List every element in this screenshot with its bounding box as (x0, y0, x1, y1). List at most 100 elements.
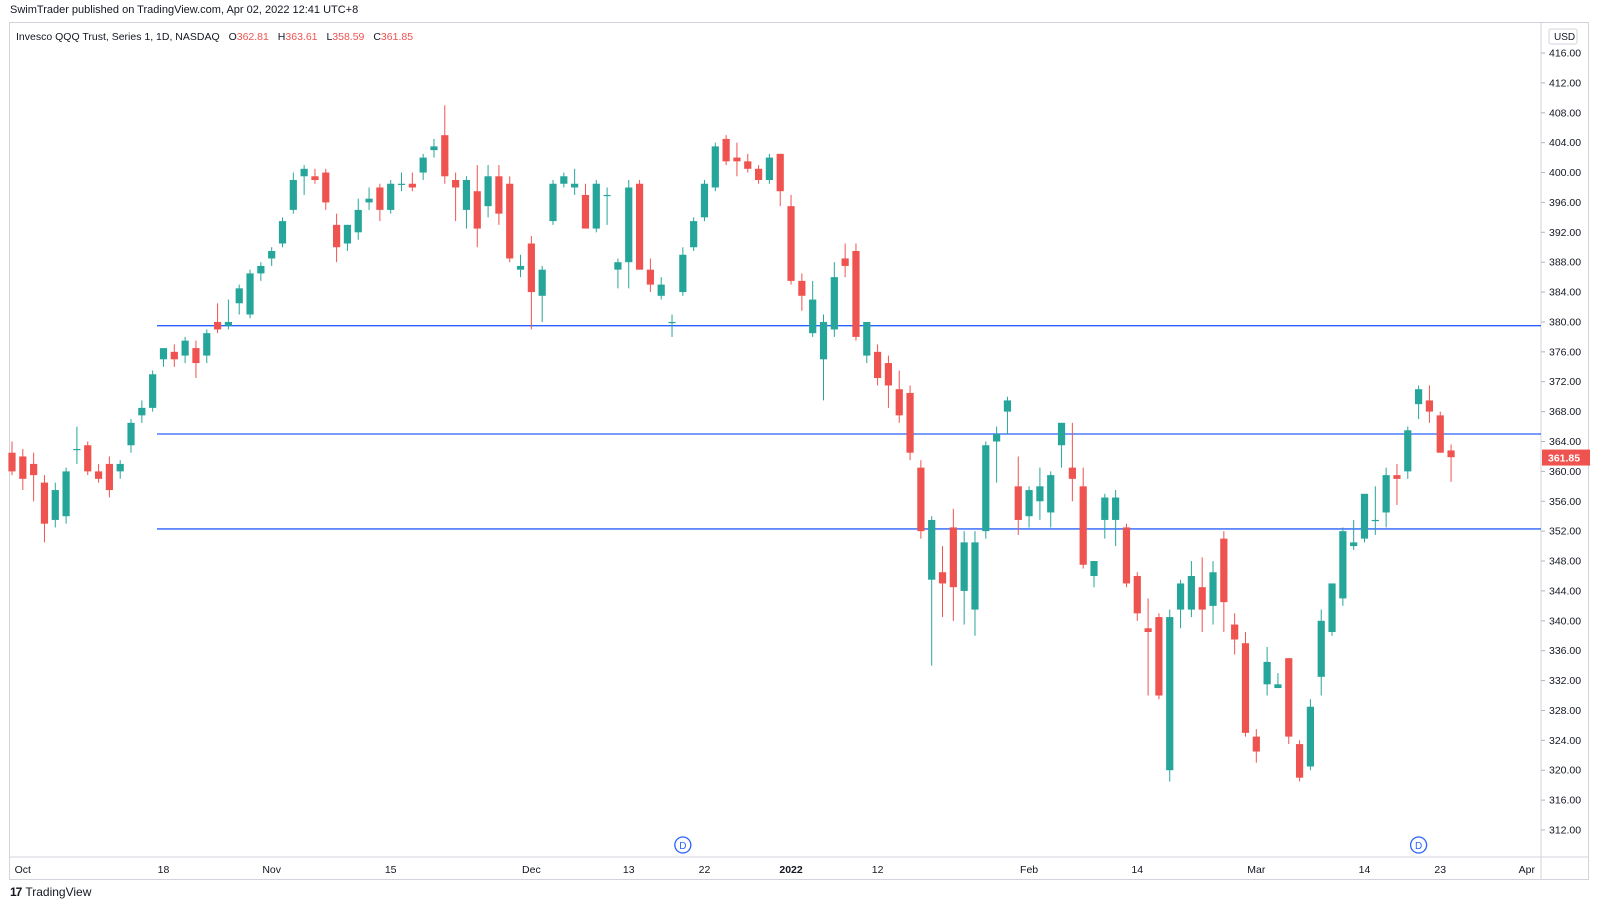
candle[interactable] (614, 258, 622, 289)
candle[interactable] (527, 236, 535, 330)
candle[interactable] (278, 217, 287, 248)
candle[interactable] (938, 546, 947, 618)
candle[interactable] (224, 299, 232, 330)
candle[interactable] (852, 243, 860, 341)
candle[interactable] (1057, 422, 1066, 468)
candle[interactable] (798, 273, 806, 311)
candle[interactable] (170, 344, 178, 367)
candle[interactable] (1285, 658, 1293, 745)
candle[interactable] (765, 153, 773, 184)
candle[interactable] (397, 172, 406, 192)
candle[interactable] (592, 180, 600, 233)
candle[interactable] (213, 303, 222, 334)
candle[interactable] (895, 370, 903, 423)
candle[interactable] (928, 516, 936, 666)
candle[interactable] (744, 153, 752, 173)
candle[interactable] (1436, 411, 1444, 453)
candle[interactable] (1339, 527, 1347, 606)
candle[interactable] (679, 247, 687, 296)
candle[interactable] (506, 176, 514, 263)
candle[interactable] (203, 329, 211, 364)
candle[interactable] (1003, 396, 1012, 435)
candle[interactable] (387, 180, 395, 214)
candle[interactable] (235, 284, 243, 315)
candle[interactable] (841, 243, 849, 278)
candle[interactable] (809, 280, 817, 337)
candle[interactable] (993, 426, 1001, 483)
candle[interactable] (1447, 444, 1455, 482)
candle[interactable] (830, 262, 838, 337)
candle[interactable] (1220, 531, 1228, 633)
candle[interactable] (495, 165, 503, 225)
candle[interactable] (1241, 632, 1250, 737)
brand-footer[interactable]: 17 TradingView (10, 885, 91, 899)
candle[interactable] (949, 508, 957, 621)
candle[interactable] (1404, 426, 1412, 479)
candle[interactable] (960, 531, 968, 625)
candle[interactable] (1209, 561, 1217, 625)
candle[interactable] (257, 262, 265, 281)
candle[interactable] (1350, 519, 1358, 550)
candle[interactable] (1328, 583, 1336, 636)
candle[interactable] (40, 475, 49, 543)
candle[interactable] (1274, 673, 1282, 689)
candle[interactable] (116, 460, 124, 479)
candle[interactable] (84, 441, 92, 476)
candle[interactable] (289, 172, 297, 214)
candle[interactable] (159, 348, 168, 367)
candle[interactable] (1101, 493, 1109, 539)
candle[interactable] (322, 168, 330, 210)
candle[interactable] (8, 441, 16, 476)
candle[interactable] (181, 336, 189, 364)
candle[interactable] (571, 168, 579, 195)
candle[interactable] (787, 194, 795, 285)
candle[interactable] (1382, 467, 1390, 528)
candle[interactable] (917, 460, 925, 539)
candle[interactable] (1014, 456, 1022, 535)
candle[interactable] (333, 213, 341, 263)
candle[interactable] (1263, 646, 1271, 696)
candle[interactable] (516, 254, 525, 278)
candle[interactable] (94, 463, 103, 483)
candle[interactable] (819, 314, 828, 401)
candle[interactable] (603, 187, 611, 225)
candle[interactable] (246, 269, 254, 319)
candle[interactable] (1295, 740, 1304, 782)
candle[interactable] (700, 180, 709, 222)
candle[interactable] (1176, 579, 1185, 629)
candle[interactable] (776, 153, 784, 207)
candle[interactable] (549, 180, 557, 225)
candle[interactable] (971, 531, 979, 636)
candle[interactable] (430, 138, 438, 158)
candle[interactable] (105, 456, 113, 498)
candle[interactable] (1112, 490, 1120, 547)
candle[interactable] (408, 172, 416, 192)
candle[interactable] (1306, 699, 1314, 771)
candle[interactable] (311, 168, 319, 184)
candle[interactable] (982, 441, 990, 539)
candle[interactable] (73, 426, 81, 464)
candle[interactable] (863, 321, 871, 364)
candle[interactable] (874, 344, 882, 386)
candle[interactable] (365, 187, 373, 210)
candle[interactable] (560, 172, 568, 188)
candle[interactable] (1133, 572, 1141, 621)
candle[interactable] (268, 247, 276, 266)
candle[interactable] (419, 153, 427, 181)
candle[interactable] (138, 400, 146, 423)
candle[interactable] (1047, 471, 1055, 528)
candle[interactable] (1036, 467, 1044, 520)
candle[interactable] (1068, 422, 1076, 502)
candle[interactable] (711, 142, 719, 192)
candle[interactable] (1393, 463, 1401, 506)
candle[interactable] (441, 105, 449, 184)
candle[interactable] (484, 165, 492, 218)
candle[interactable] (1187, 561, 1195, 618)
candle[interactable] (192, 340, 200, 378)
candle[interactable] (1079, 467, 1087, 569)
candle[interactable] (149, 370, 157, 412)
candle[interactable] (452, 172, 460, 222)
candle[interactable] (1122, 523, 1131, 588)
candle[interactable] (473, 165, 481, 248)
